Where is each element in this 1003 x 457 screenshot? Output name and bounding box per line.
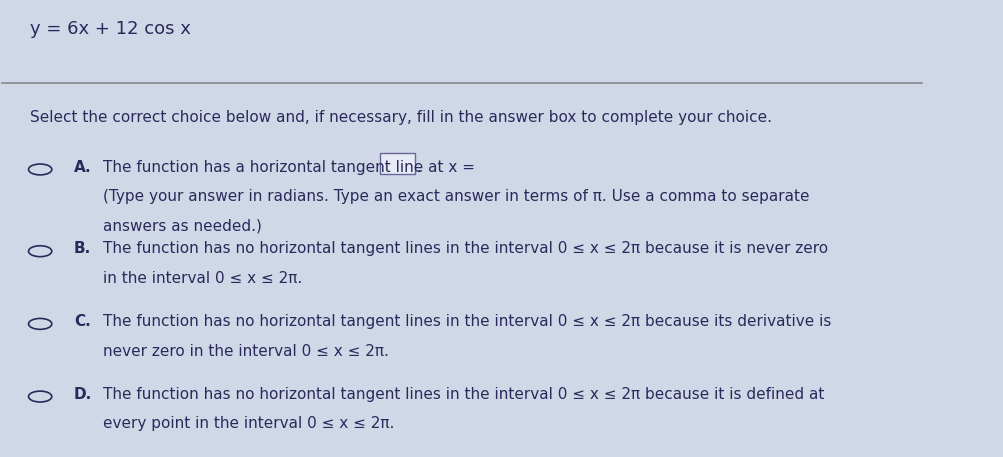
Text: .: .: [416, 159, 421, 175]
Text: answers as needed.): answers as needed.): [103, 219, 262, 234]
Text: The function has a horizontal tangent line at x =: The function has a horizontal tangent li…: [103, 159, 479, 175]
Text: The function has no horizontal tangent lines in the interval 0 ≤ x ≤ 2π because : The function has no horizontal tangent l…: [103, 387, 823, 402]
Text: every point in the interval 0 ≤ x ≤ 2π.: every point in the interval 0 ≤ x ≤ 2π.: [103, 416, 394, 431]
Text: never zero in the interval 0 ≤ x ≤ 2π.: never zero in the interval 0 ≤ x ≤ 2π.: [103, 344, 388, 359]
Text: B.: B.: [74, 241, 91, 256]
Text: (Type your answer in radians. Type an exact answer in terms of π. Use a comma to: (Type your answer in radians. Type an ex…: [103, 189, 808, 204]
FancyBboxPatch shape: [379, 153, 414, 174]
Text: The function has no horizontal tangent lines in the interval 0 ≤ x ≤ 2π because : The function has no horizontal tangent l…: [103, 241, 827, 256]
Text: The function has no horizontal tangent lines in the interval 0 ≤ x ≤ 2π because : The function has no horizontal tangent l…: [103, 314, 830, 329]
Text: A.: A.: [74, 159, 91, 175]
Text: C.: C.: [74, 314, 90, 329]
Text: y = 6x + 12 cos x: y = 6x + 12 cos x: [30, 20, 192, 37]
Text: D.: D.: [74, 387, 92, 402]
Text: Select the correct choice below and, if necessary, fill in the answer box to com: Select the correct choice below and, if …: [30, 111, 771, 125]
Text: in the interval 0 ≤ x ≤ 2π.: in the interval 0 ≤ x ≤ 2π.: [103, 271, 302, 286]
